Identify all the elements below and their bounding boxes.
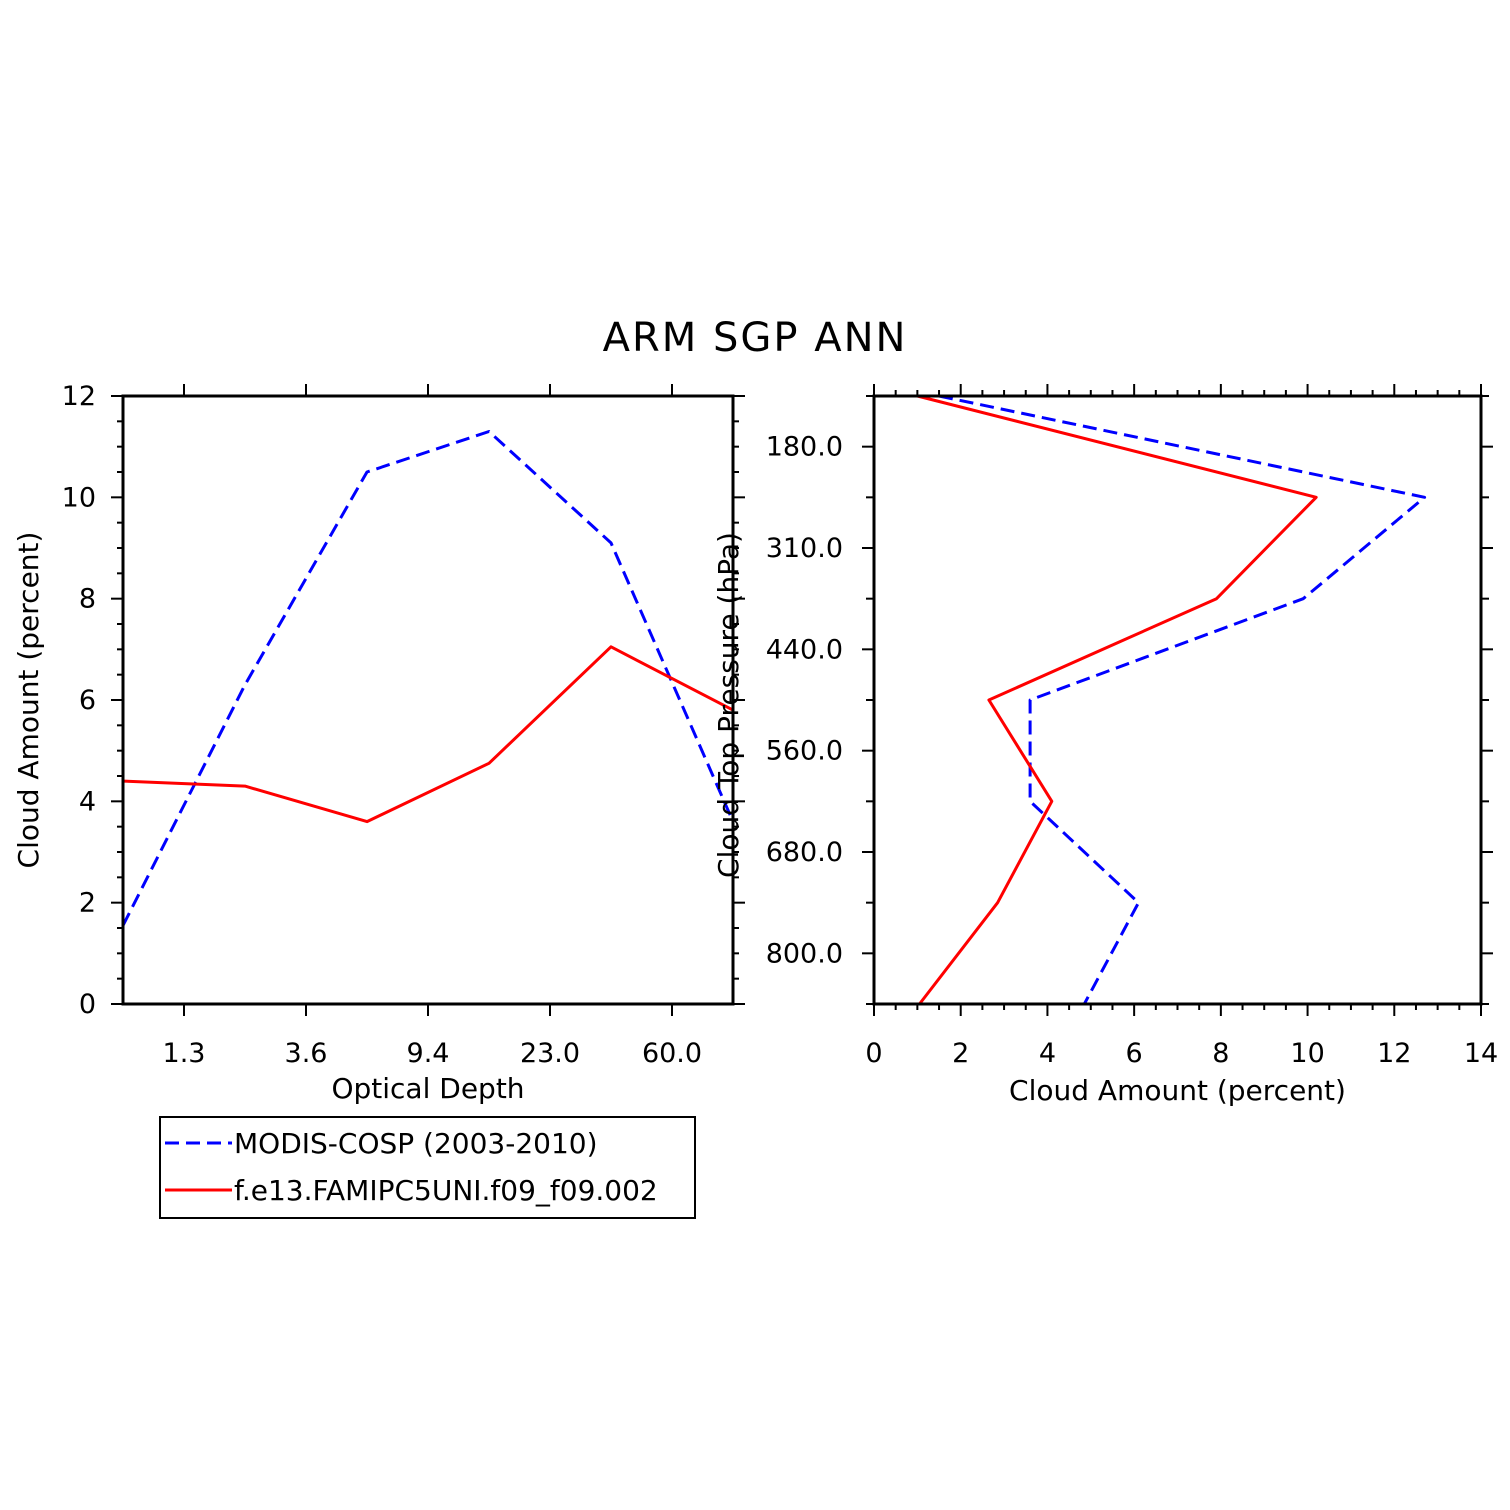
right-xtick-label: 2 xyxy=(952,1038,969,1069)
right-xtick-label: 10 xyxy=(1290,1038,1324,1069)
left-xtick-label: 60.0 xyxy=(642,1038,702,1069)
left-xtick-label: 3.6 xyxy=(285,1038,328,1069)
pressure-profile-chart: 0 2 4 6 8 10 12 14 180.0 310.0 440.0 560.0 680.0 800.… xyxy=(712,384,1498,1107)
right-xtick-label: 14 xyxy=(1464,1038,1498,1069)
legend-label-obs: MODIS-COSP (2003-2010) xyxy=(234,1127,598,1160)
optical-depth-chart: 0 2 4 6 8 10 12 1.3 3.6 9.4 23.0 60.0 Optical Depth C… xyxy=(12,381,745,1105)
right-ytick-label: 310.0 xyxy=(766,533,843,564)
right-ytick-label: 680.0 xyxy=(766,837,843,868)
left-ytick-label: 4 xyxy=(79,786,96,817)
left-plot-frame xyxy=(121,394,735,1006)
right-ytick-label: 800.0 xyxy=(766,938,843,969)
right-xtick-label: 0 xyxy=(865,1038,882,1069)
right-xtick-label: 8 xyxy=(1212,1038,1229,1069)
legend: MODIS-COSP (2003-2010) f.e13.FAMIPC5UNI.… xyxy=(159,1116,696,1219)
right-series-model-line xyxy=(917,394,1318,1005)
left-xtick-label: 1.3 xyxy=(163,1038,206,1069)
right-y-axis-label: Cloud Top Pressure (hPa) xyxy=(712,532,745,878)
left-ytick-label: 8 xyxy=(79,584,96,615)
right-series-obs-line xyxy=(938,394,1427,1005)
left-series-model-line xyxy=(122,645,734,824)
right-xtick-label: 4 xyxy=(1039,1038,1056,1069)
left-xtick-label: 9.4 xyxy=(407,1038,450,1069)
left-xtick-label: 23.0 xyxy=(520,1038,580,1069)
left-x-axis-label: Optical Depth xyxy=(331,1072,524,1105)
right-plot-frame xyxy=(872,394,1483,1006)
left-y-axis-label: Cloud Amount (percent) xyxy=(12,532,45,869)
left-ytick-label: 0 xyxy=(79,989,96,1020)
right-ytick-label: 440.0 xyxy=(766,634,843,665)
right-ytick-label: 560.0 xyxy=(766,736,843,767)
left-ytick-label: 6 xyxy=(79,685,96,716)
right-xtick-label: 6 xyxy=(1126,1038,1143,1069)
right-ytick-label: 180.0 xyxy=(766,432,843,463)
chart-title: ARM SGP ANN xyxy=(603,315,908,361)
left-ytick-label: 10 xyxy=(62,482,96,513)
left-ytick-label: 2 xyxy=(79,888,96,919)
left-ytick-label: 12 xyxy=(62,381,96,412)
legend-label-model: f.e13.FAMIPC5UNI.f09_f09.002 xyxy=(234,1174,658,1207)
legend-box xyxy=(159,1116,696,1219)
right-x-axis-label: Cloud Amount (percent) xyxy=(1009,1074,1346,1107)
left-series-obs-line xyxy=(121,430,735,927)
right-xtick-label: 12 xyxy=(1377,1038,1411,1069)
